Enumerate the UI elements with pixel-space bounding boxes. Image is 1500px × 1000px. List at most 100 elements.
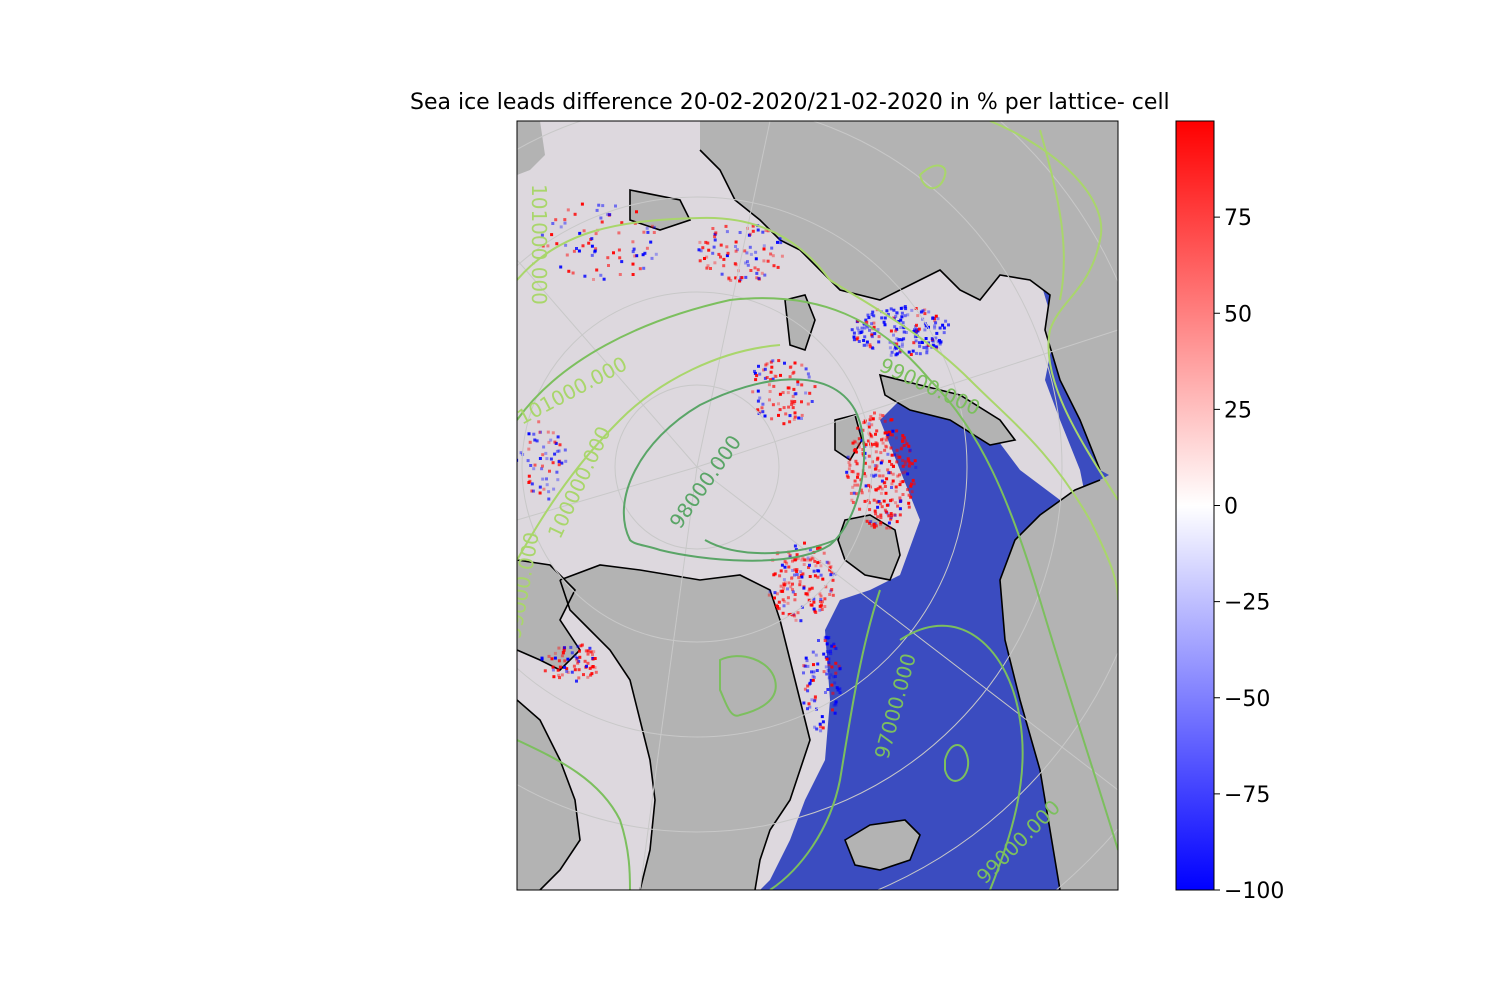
lead-pixel — [784, 560, 787, 563]
lead-pixel — [649, 241, 652, 244]
lead-pixel — [857, 443, 860, 446]
lead-pixel — [563, 659, 566, 662]
lead-pixel — [764, 415, 767, 418]
lead-pixel — [754, 251, 757, 254]
lead-pixel — [571, 671, 574, 674]
lead-pixel — [802, 671, 805, 674]
lead-pixel — [822, 720, 825, 723]
lead-pixel — [827, 661, 830, 664]
lead-pixel — [735, 241, 738, 244]
lead-pixel — [876, 515, 879, 518]
lead-pixel — [800, 383, 803, 386]
lead-pixel — [886, 453, 889, 456]
lead-pixel — [781, 255, 784, 258]
lead-pixel — [582, 673, 585, 676]
lead-pixel — [753, 370, 756, 373]
lead-pixel — [555, 242, 558, 245]
lead-pixel — [792, 406, 795, 409]
lead-pixel — [892, 473, 895, 476]
lead-pixel — [552, 488, 555, 491]
lead-pixel — [798, 583, 801, 586]
lead-pixel — [811, 557, 814, 560]
lead-pixel — [567, 270, 570, 273]
lead-pixel — [714, 239, 717, 242]
lead-pixel — [895, 429, 898, 432]
lead-pixel — [527, 448, 530, 451]
lead-pixel — [651, 257, 654, 260]
lead-pixel — [541, 658, 544, 661]
lead-pixel — [867, 484, 870, 487]
lead-pixel — [575, 247, 578, 250]
lead-pixel — [545, 477, 548, 480]
lead-pixel — [719, 256, 722, 259]
lead-pixel — [551, 657, 554, 660]
lead-pixel — [923, 328, 926, 331]
lead-pixel — [758, 397, 761, 400]
lead-pixel — [539, 457, 542, 460]
lead-pixel — [559, 266, 562, 269]
lead-pixel — [881, 487, 884, 490]
lead-pixel — [882, 474, 885, 477]
lead-pixel — [872, 314, 875, 317]
lead-pixel — [893, 348, 896, 351]
lead-pixel — [752, 230, 755, 233]
lead-pixel — [858, 508, 861, 511]
lead-pixel — [904, 439, 907, 442]
lead-pixel — [834, 662, 837, 665]
lead-pixel — [856, 327, 859, 330]
lead-pixel — [573, 250, 576, 253]
lead-pixel — [939, 327, 942, 330]
lead-pixel — [826, 642, 829, 645]
lead-pixel — [580, 644, 583, 647]
lead-pixel — [810, 698, 813, 701]
lead-pixel — [829, 573, 832, 576]
lead-pixel — [557, 669, 560, 672]
lead-pixel — [751, 390, 754, 393]
lead-pixel — [539, 486, 542, 489]
lead-pixel — [817, 639, 820, 642]
lead-pixel — [883, 481, 886, 484]
lead-pixel — [830, 666, 833, 669]
lead-pixel — [547, 490, 550, 493]
lead-pixel — [927, 310, 930, 313]
lead-pixel — [804, 392, 807, 395]
lead-pixel — [775, 604, 778, 607]
lead-pixel — [704, 241, 707, 244]
lead-pixel — [914, 466, 917, 469]
lead-pixel — [761, 403, 764, 406]
lead-pixel — [858, 446, 861, 449]
lead-pixel — [808, 702, 811, 705]
lead-pixel — [734, 245, 737, 248]
colorbar-tick-label: −50 — [1224, 687, 1270, 712]
lead-pixel — [794, 362, 797, 365]
lead-pixel — [856, 427, 859, 430]
lead-pixel — [553, 441, 556, 444]
lead-pixel — [864, 475, 867, 478]
lead-pixel — [550, 458, 553, 461]
lead-pixel — [779, 237, 782, 240]
lead-pixel — [747, 264, 750, 267]
lead-pixel — [595, 671, 598, 674]
lead-pixel — [561, 654, 564, 657]
lead-pixel — [792, 590, 795, 593]
lead-pixel — [901, 345, 904, 348]
lead-pixel — [757, 365, 760, 368]
lead-pixel — [542, 446, 545, 449]
lead-pixel — [884, 485, 887, 488]
lead-pixel — [788, 420, 791, 423]
lead-pixel — [722, 264, 725, 267]
lead-pixel — [884, 323, 887, 326]
lead-pixel — [873, 332, 876, 335]
lead-pixel — [576, 662, 579, 665]
lead-pixel — [606, 256, 609, 259]
lead-pixel — [781, 590, 784, 593]
lead-pixel — [899, 507, 902, 510]
lead-pixel — [931, 316, 934, 319]
lead-pixel — [816, 561, 819, 564]
lead-pixel — [783, 406, 786, 409]
lead-pixel — [885, 309, 888, 312]
lead-pixel — [794, 411, 797, 414]
lead-pixel — [829, 590, 832, 593]
lead-pixel — [619, 273, 622, 276]
lead-pixel — [558, 676, 561, 679]
